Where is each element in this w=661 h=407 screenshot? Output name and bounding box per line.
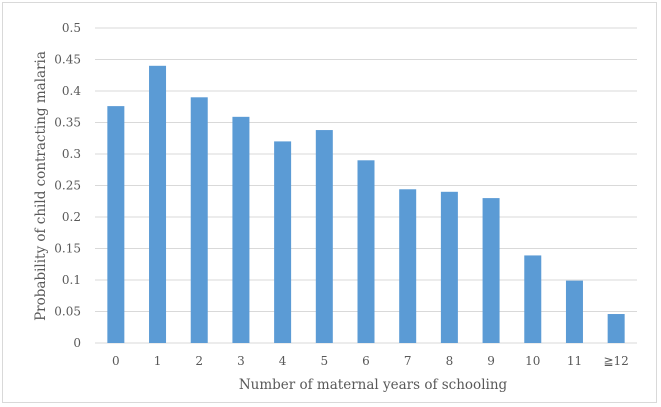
x-tick-label: 4 [279,354,287,368]
y-tick-label: 0 [73,336,81,350]
x-tick-label: 3 [237,354,245,368]
y-tick-label: 0.3 [62,147,81,161]
bar [357,160,375,343]
bar [399,189,417,343]
x-tick-label: ≧12 [603,354,628,368]
x-tick-label: 1 [154,354,162,368]
bar [232,116,250,343]
x-tick-label: 0 [112,354,120,368]
y-tick-label: 0.35 [54,116,81,130]
x-tick-label: 6 [362,354,370,368]
x-tick-label: 8 [446,354,454,368]
y-tick-label: 0.45 [54,53,81,67]
bar [190,97,208,343]
gridlines [95,27,637,344]
bar [274,141,292,343]
bar [315,130,333,343]
bar [565,280,583,343]
x-tick-label: 2 [195,354,203,368]
x-tick-label: 5 [320,354,328,368]
y-tick-label: 0.1 [62,273,81,287]
bar [607,314,625,343]
y-tick-label: 0.4 [62,84,81,98]
x-tick-label: 10 [525,354,540,368]
x-axis-title: Number of maternal years of schooling [239,377,508,393]
y-tick-label: 0.15 [54,242,81,256]
x-tick-label: 7 [404,354,412,368]
y-tick-label: 0.05 [54,305,81,319]
y-tick-label: 0.2 [62,210,81,224]
x-tick-labels: 0 1 2 3 4 5 6 7 8 9 10 11 ≧12 [112,354,629,368]
x-tick-label: 9 [487,354,495,368]
y-tick-label: 0.25 [54,179,81,193]
bar [149,65,167,344]
bar [524,255,542,343]
y-tick-label: 0.5 [62,21,81,35]
x-tick-label: 11 [567,354,582,368]
y-axis-title: Probability of child contracting malaria [33,51,49,321]
bar [482,198,500,343]
bars [107,65,625,344]
bar [440,191,458,343]
bar [107,106,125,344]
y-tick-labels: 0 0.05 0.1 0.15 0.2 0.25 0.3 0.35 0.4 0.45 0.5 [54,21,81,350]
